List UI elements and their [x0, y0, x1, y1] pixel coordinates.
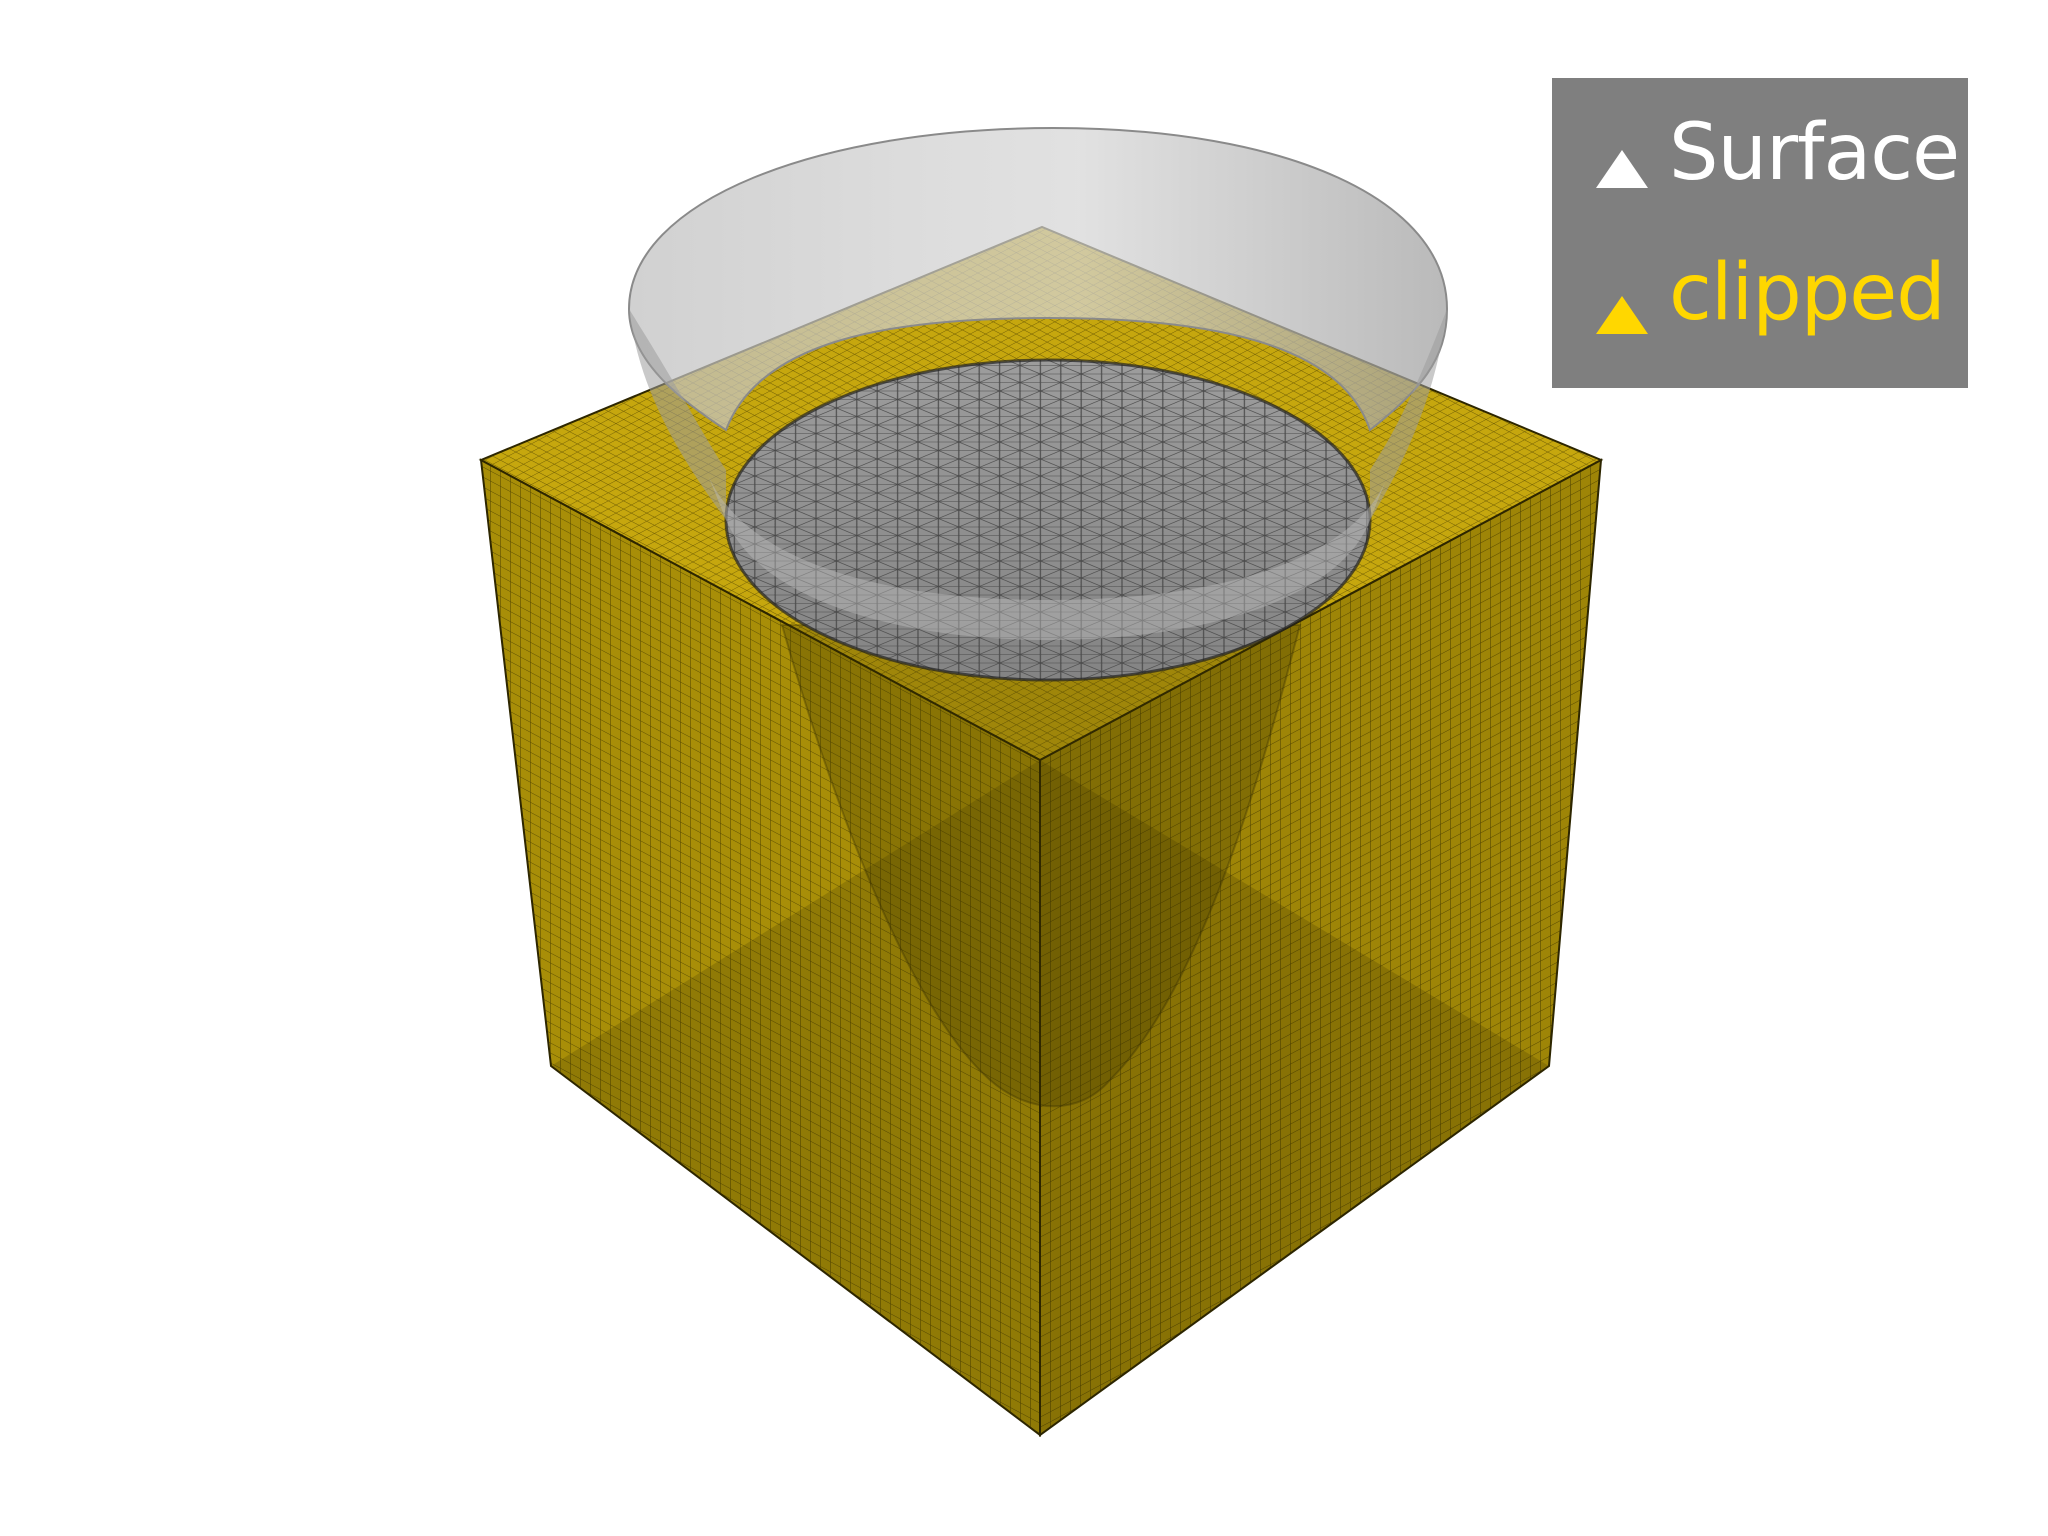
cone-rim — [724, 358, 1372, 682]
cone-side-left — [629, 309, 726, 520]
cone-side-right — [1370, 309, 1447, 520]
legend-label-surface: Surface — [1669, 108, 1960, 198]
triangle-icon — [1596, 150, 1648, 188]
cone-upper-band — [627, 126, 1449, 432]
cone-lower-silhouette — [780, 624, 1302, 1108]
legend: Surface clipped — [1552, 78, 1968, 388]
triangle-icon — [1596, 296, 1648, 334]
legend-entry-surface: Surface — [1552, 108, 1968, 228]
legend-label-clipped: clipped — [1669, 248, 1946, 338]
cone-front-wall — [706, 470, 1390, 640]
cube-interior-shading — [551, 760, 1549, 1435]
legend-entry-clipped: clipped — [1552, 248, 1968, 383]
